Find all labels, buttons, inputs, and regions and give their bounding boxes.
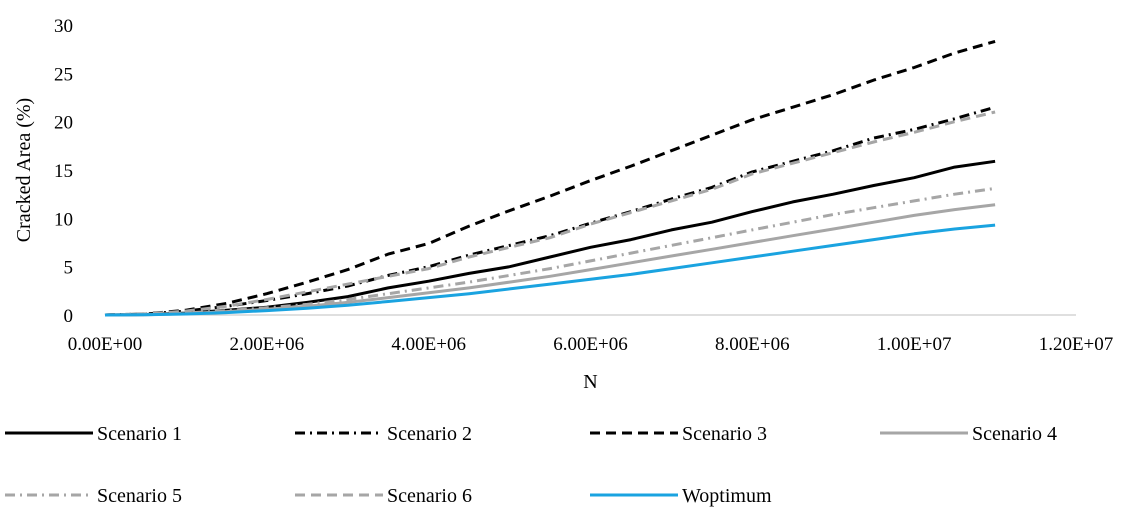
x-tick-label: 0.00E+00	[68, 334, 143, 355]
legend: Scenario 1 Scenario 2 Scenario 3 Scenario 4…	[5, 423, 1057, 507]
y-axis-title: Cracked Area (%)	[13, 98, 35, 242]
x-tick-label: 8.00E+06	[715, 334, 790, 355]
legend-label-1: Scenario 1	[97, 423, 182, 445]
y-tick-label: 5	[64, 258, 74, 279]
series-lines	[104, 39, 996, 317]
series-line-6	[104, 110, 996, 317]
series-line-5	[104, 186, 996, 317]
y-tick-label: 25	[54, 64, 73, 85]
series-line-2	[104, 105, 996, 317]
x-tick-labels: 0.00E+00 2.00E+06 4.00E+06 6.00E+06 8.00E+06…	[68, 334, 1114, 355]
y-tick-label: 30	[54, 16, 73, 37]
y-tick-label: 15	[54, 161, 73, 182]
legend-label-6: Scenario 6	[387, 485, 472, 507]
series-line-7	[104, 223, 996, 317]
x-tick-label: 4.00E+06	[391, 334, 466, 355]
x-tick-label: 1.00E+07	[877, 334, 952, 355]
legend-label-3: Scenario 3	[682, 423, 767, 445]
legend-label-4: Scenario 4	[972, 423, 1057, 445]
y-tick-label: 10	[54, 209, 73, 230]
legend-label-7: Woptimum	[682, 485, 772, 507]
series-line-4	[104, 203, 996, 317]
legend-label-2: Scenario 2	[387, 423, 472, 445]
legend-label-5: Scenario 5	[97, 485, 182, 507]
x-axis-title: N	[583, 371, 597, 393]
y-tick-labels: 0 5 10 15 20 25 30	[54, 16, 73, 327]
x-tick-label: 2.00E+06	[230, 334, 305, 355]
series-line-3	[104, 39, 996, 317]
x-tick-label: 6.00E+06	[553, 334, 628, 355]
x-tick-label: 1.20E+07	[1039, 334, 1114, 355]
y-tick-label: 20	[54, 113, 73, 134]
y-tick-label: 0	[64, 306, 74, 327]
